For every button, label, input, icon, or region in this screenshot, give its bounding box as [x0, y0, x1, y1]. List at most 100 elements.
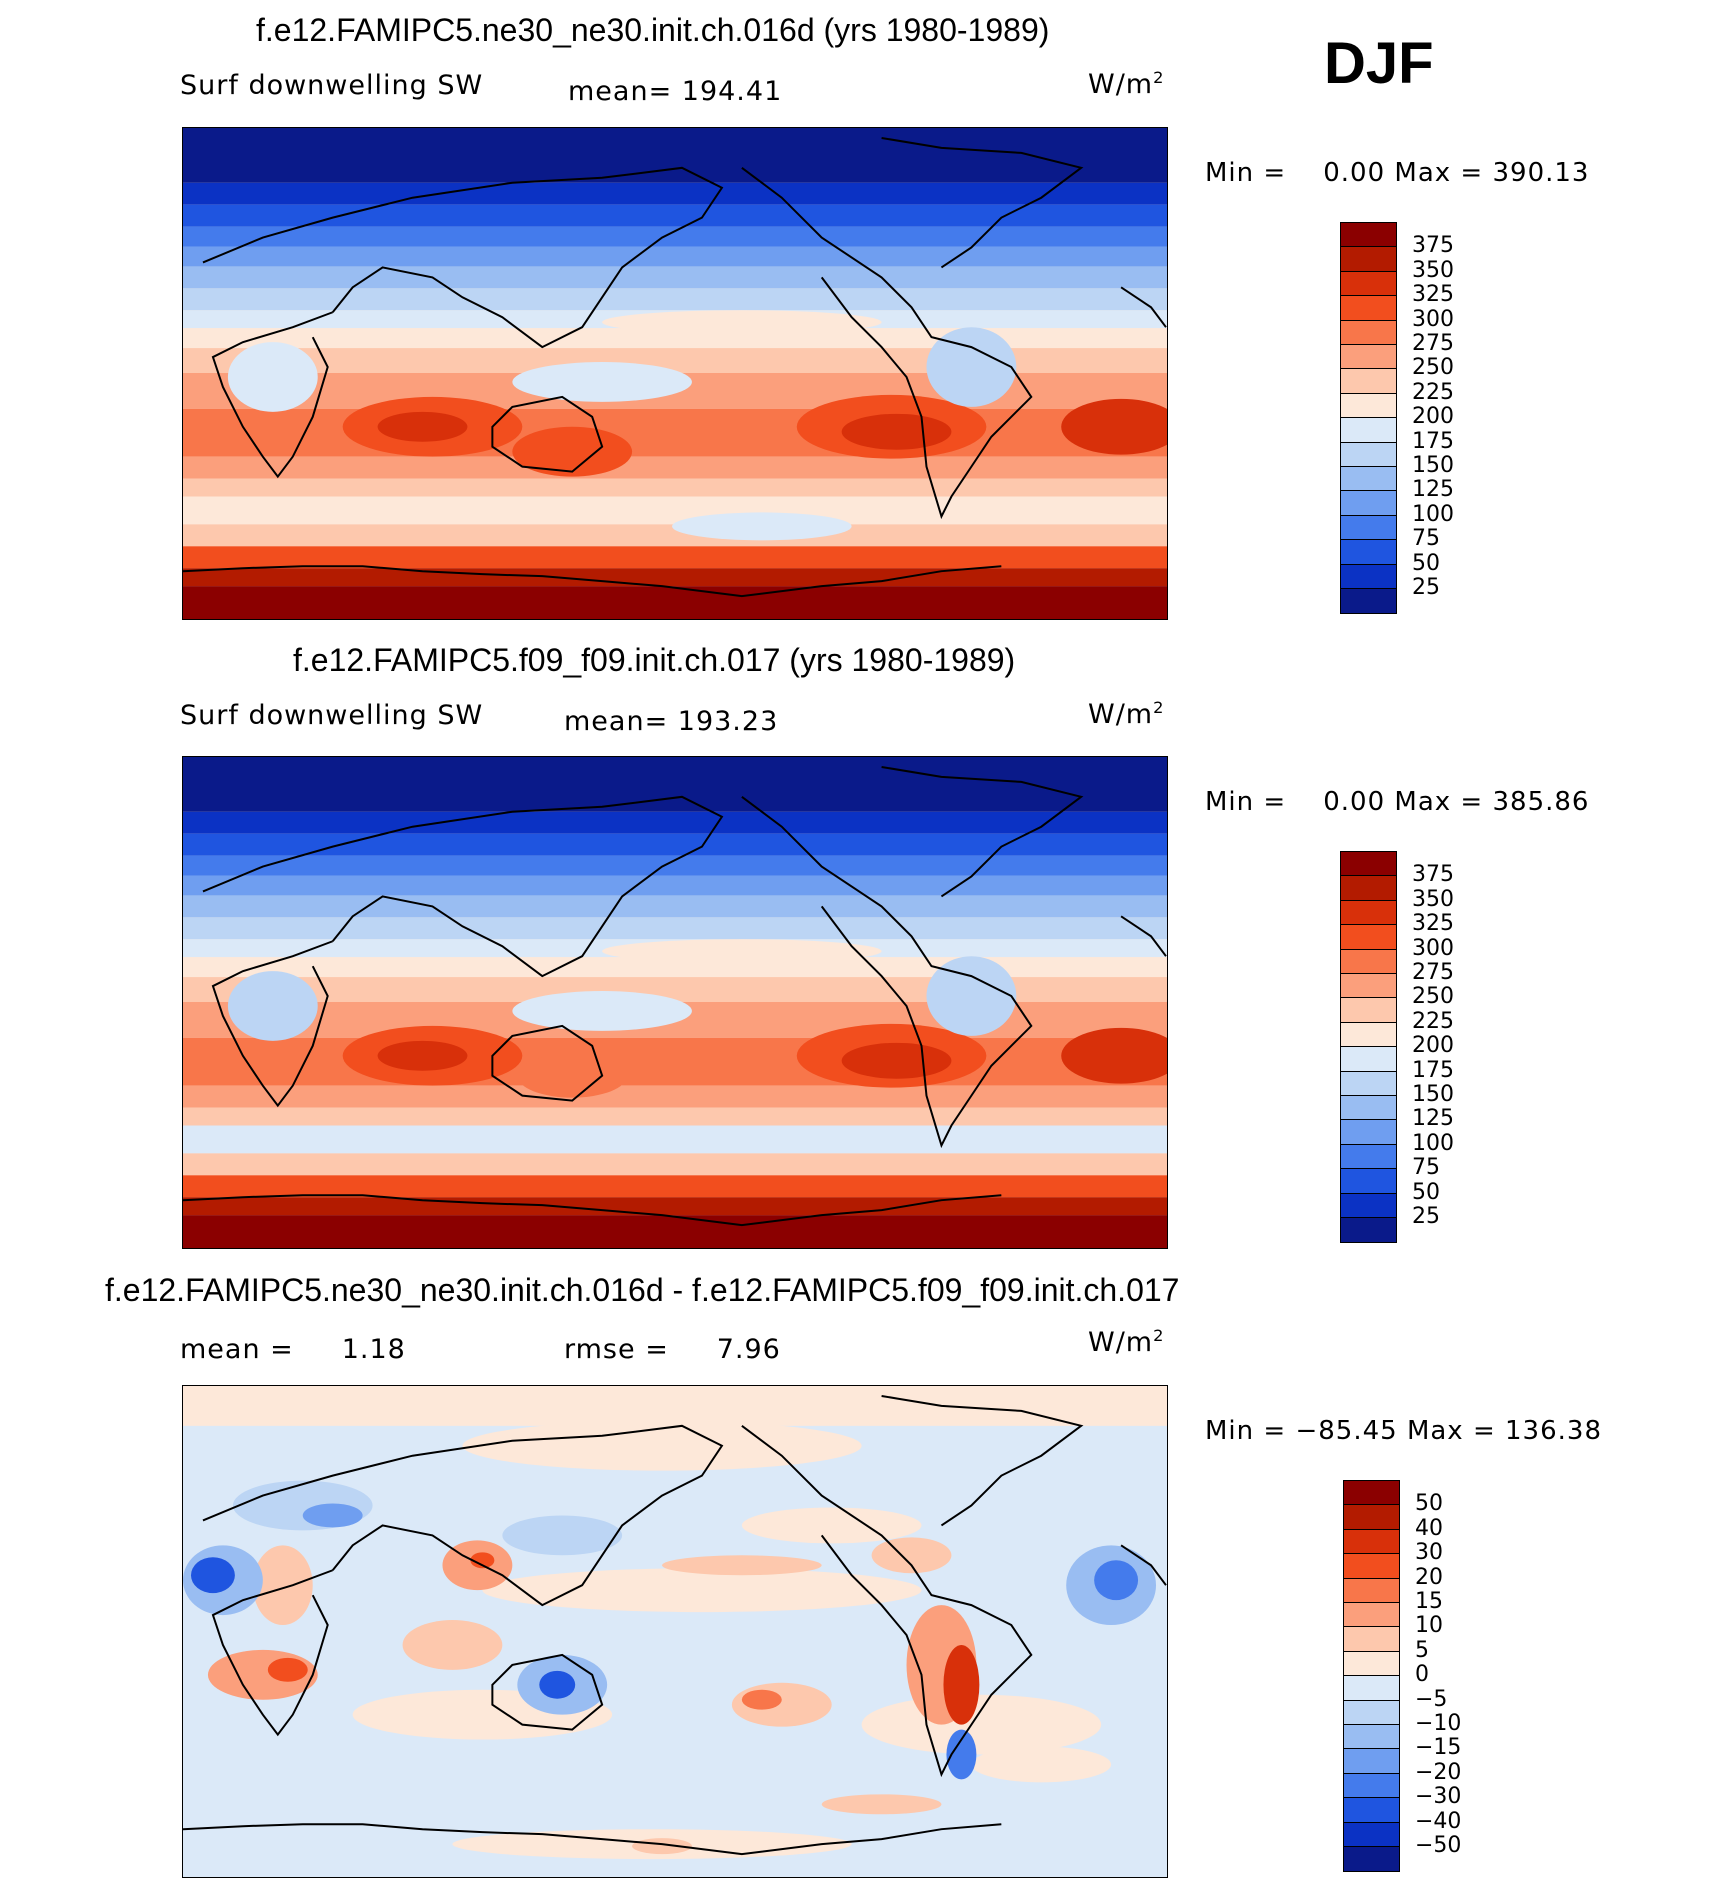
colorbar-swatch [1343, 1650, 1400, 1677]
colorbar-label: 75 [1412, 526, 1440, 552]
panel1-min-max: Min = 0.00 Max = 390.13 [1205, 158, 1590, 188]
colorbar-swatch [1343, 1480, 1400, 1506]
colorbar-label: 225 [1412, 1008, 1454, 1034]
panel1-mean: mean= 194.41 [568, 76, 783, 107]
colorbar-label: 15 [1415, 1589, 1443, 1614]
colorbar-label: 5 [1415, 1637, 1429, 1663]
colorbar-label: 275 [1412, 960, 1454, 985]
colorbar-label: 25 [1412, 575, 1440, 600]
colorbar-swatch [1343, 1797, 1400, 1824]
colorbar-swatch [1340, 1095, 1397, 1121]
colorbar-label: 50 [1412, 550, 1440, 576]
panel1-units: W/m2 [1088, 68, 1165, 100]
colorbar-swatch [1340, 1021, 1397, 1048]
colorbar-label: −15 [1415, 1735, 1462, 1761]
colorbar-swatch [1343, 1846, 1400, 1872]
colorbar-label: 375 [1412, 233, 1454, 259]
colorbar-label: 150 [1412, 1082, 1454, 1107]
colorbar-label: 300 [1412, 935, 1454, 961]
colorbar-swatch [1343, 1528, 1400, 1555]
colorbar-swatch [1343, 1626, 1400, 1653]
colorbar-swatch [1343, 1724, 1400, 1750]
colorbar-swatch [1340, 222, 1397, 248]
colorbar-swatch [1343, 1772, 1400, 1799]
colorbar-swatch [1340, 417, 1397, 444]
panel1-variable: Surf downwelling SW [180, 70, 484, 101]
colorbar-swatch [1340, 246, 1397, 273]
colorbar-swatch [1340, 1143, 1397, 1170]
colorbar-label: 30 [1415, 1540, 1443, 1566]
panel3-title: f.e12.FAMIPC5.ne30_ne30.init.ch.016d - f… [105, 1272, 1180, 1308]
panel2-variable: Surf downwelling SW [180, 700, 484, 731]
panel1-title: f.e12.FAMIPC5.ne30_ne30.init.ch.016d (yr… [256, 12, 1050, 48]
colorbar-label: 350 [1412, 886, 1454, 912]
colorbar-swatch [1340, 899, 1397, 926]
sw-difference-field [183, 1386, 1167, 1877]
sw-field-model1 [183, 128, 1167, 619]
colorbar-label: 40 [1415, 1515, 1443, 1541]
colorbar-label: 125 [1412, 477, 1454, 503]
colorbar-label: 250 [1412, 355, 1454, 381]
colorbar-swatch [1340, 1217, 1397, 1243]
colorbar-swatch [1340, 997, 1397, 1024]
colorbar-swatch [1340, 924, 1397, 951]
colorbar-label: −20 [1415, 1759, 1462, 1785]
colorbar-swatch [1340, 1119, 1397, 1146]
panel3-units: W/m2 [1088, 1326, 1165, 1358]
colorbar-swatch [1343, 1504, 1400, 1531]
colorbar-label: 20 [1415, 1564, 1443, 1590]
colorbar-label: 350 [1412, 257, 1454, 283]
colorbar-swatch [1340, 466, 1397, 492]
colorbar-swatch [1343, 1602, 1400, 1628]
colorbar-label: 325 [1412, 911, 1454, 937]
colorbar-label: 75 [1412, 1155, 1440, 1181]
colorbar-label: 125 [1412, 1106, 1454, 1132]
colorbar-swatch [1343, 1748, 1400, 1775]
colorbar-swatch [1340, 973, 1397, 999]
colorbar-swatch [1340, 344, 1397, 370]
colorbar-label: 175 [1412, 428, 1454, 454]
panel1-map [182, 127, 1168, 620]
colorbar-label: 50 [1415, 1491, 1443, 1517]
colorbar-swatch [1340, 563, 1397, 590]
colorbar-swatch [1340, 392, 1397, 419]
colorbar-swatch [1340, 1192, 1397, 1219]
colorbar-label: 225 [1412, 379, 1454, 405]
colorbar-label: 150 [1412, 453, 1454, 478]
colorbar-swatch [1340, 948, 1397, 975]
colorbar-label: −10 [1415, 1711, 1462, 1736]
colorbar-label: 275 [1412, 331, 1454, 356]
colorbar-label: 100 [1412, 501, 1454, 527]
colorbar-swatch [1340, 588, 1397, 614]
panel2-min-max: Min = 0.00 Max = 385.86 [1205, 787, 1590, 817]
colorbar-swatch [1343, 1699, 1400, 1726]
panel3-min-max: Min = −85.45 Max = 136.38 [1205, 1416, 1602, 1446]
colorbar-label: 100 [1412, 1130, 1454, 1156]
colorbar-swatch [1340, 875, 1397, 902]
colorbar-swatch [1343, 1821, 1400, 1848]
colorbar-swatch [1340, 1046, 1397, 1073]
colorbar-label: 200 [1412, 1033, 1454, 1059]
colorbar-swatch [1340, 319, 1397, 346]
colorbar-swatch [1340, 1070, 1397, 1097]
colorbar-label: 375 [1412, 862, 1454, 888]
colorbar-label: 250 [1412, 984, 1454, 1010]
colorbar-label: 175 [1412, 1057, 1454, 1083]
colorbar-swatch [1340, 490, 1397, 517]
colorbar-swatch [1340, 539, 1397, 566]
colorbar-label: 10 [1415, 1613, 1443, 1639]
panel3-mean: mean = 1.18 [180, 1334, 406, 1365]
colorbar-swatch [1340, 441, 1397, 468]
colorbar-label: 25 [1412, 1204, 1440, 1229]
panel3-map [182, 1385, 1168, 1878]
colorbar-swatch [1343, 1675, 1400, 1702]
colorbar-label: 325 [1412, 282, 1454, 308]
panel2-map [182, 756, 1168, 1249]
colorbar-label: −50 [1415, 1833, 1462, 1858]
colorbar-label: 200 [1412, 404, 1454, 430]
colorbar-label: −40 [1415, 1808, 1462, 1834]
colorbar-swatch [1340, 295, 1397, 322]
panel3-rmse: rmse = 7.96 [564, 1334, 781, 1365]
sw-field-model2 [183, 757, 1167, 1248]
colorbar-label: 50 [1412, 1179, 1440, 1205]
